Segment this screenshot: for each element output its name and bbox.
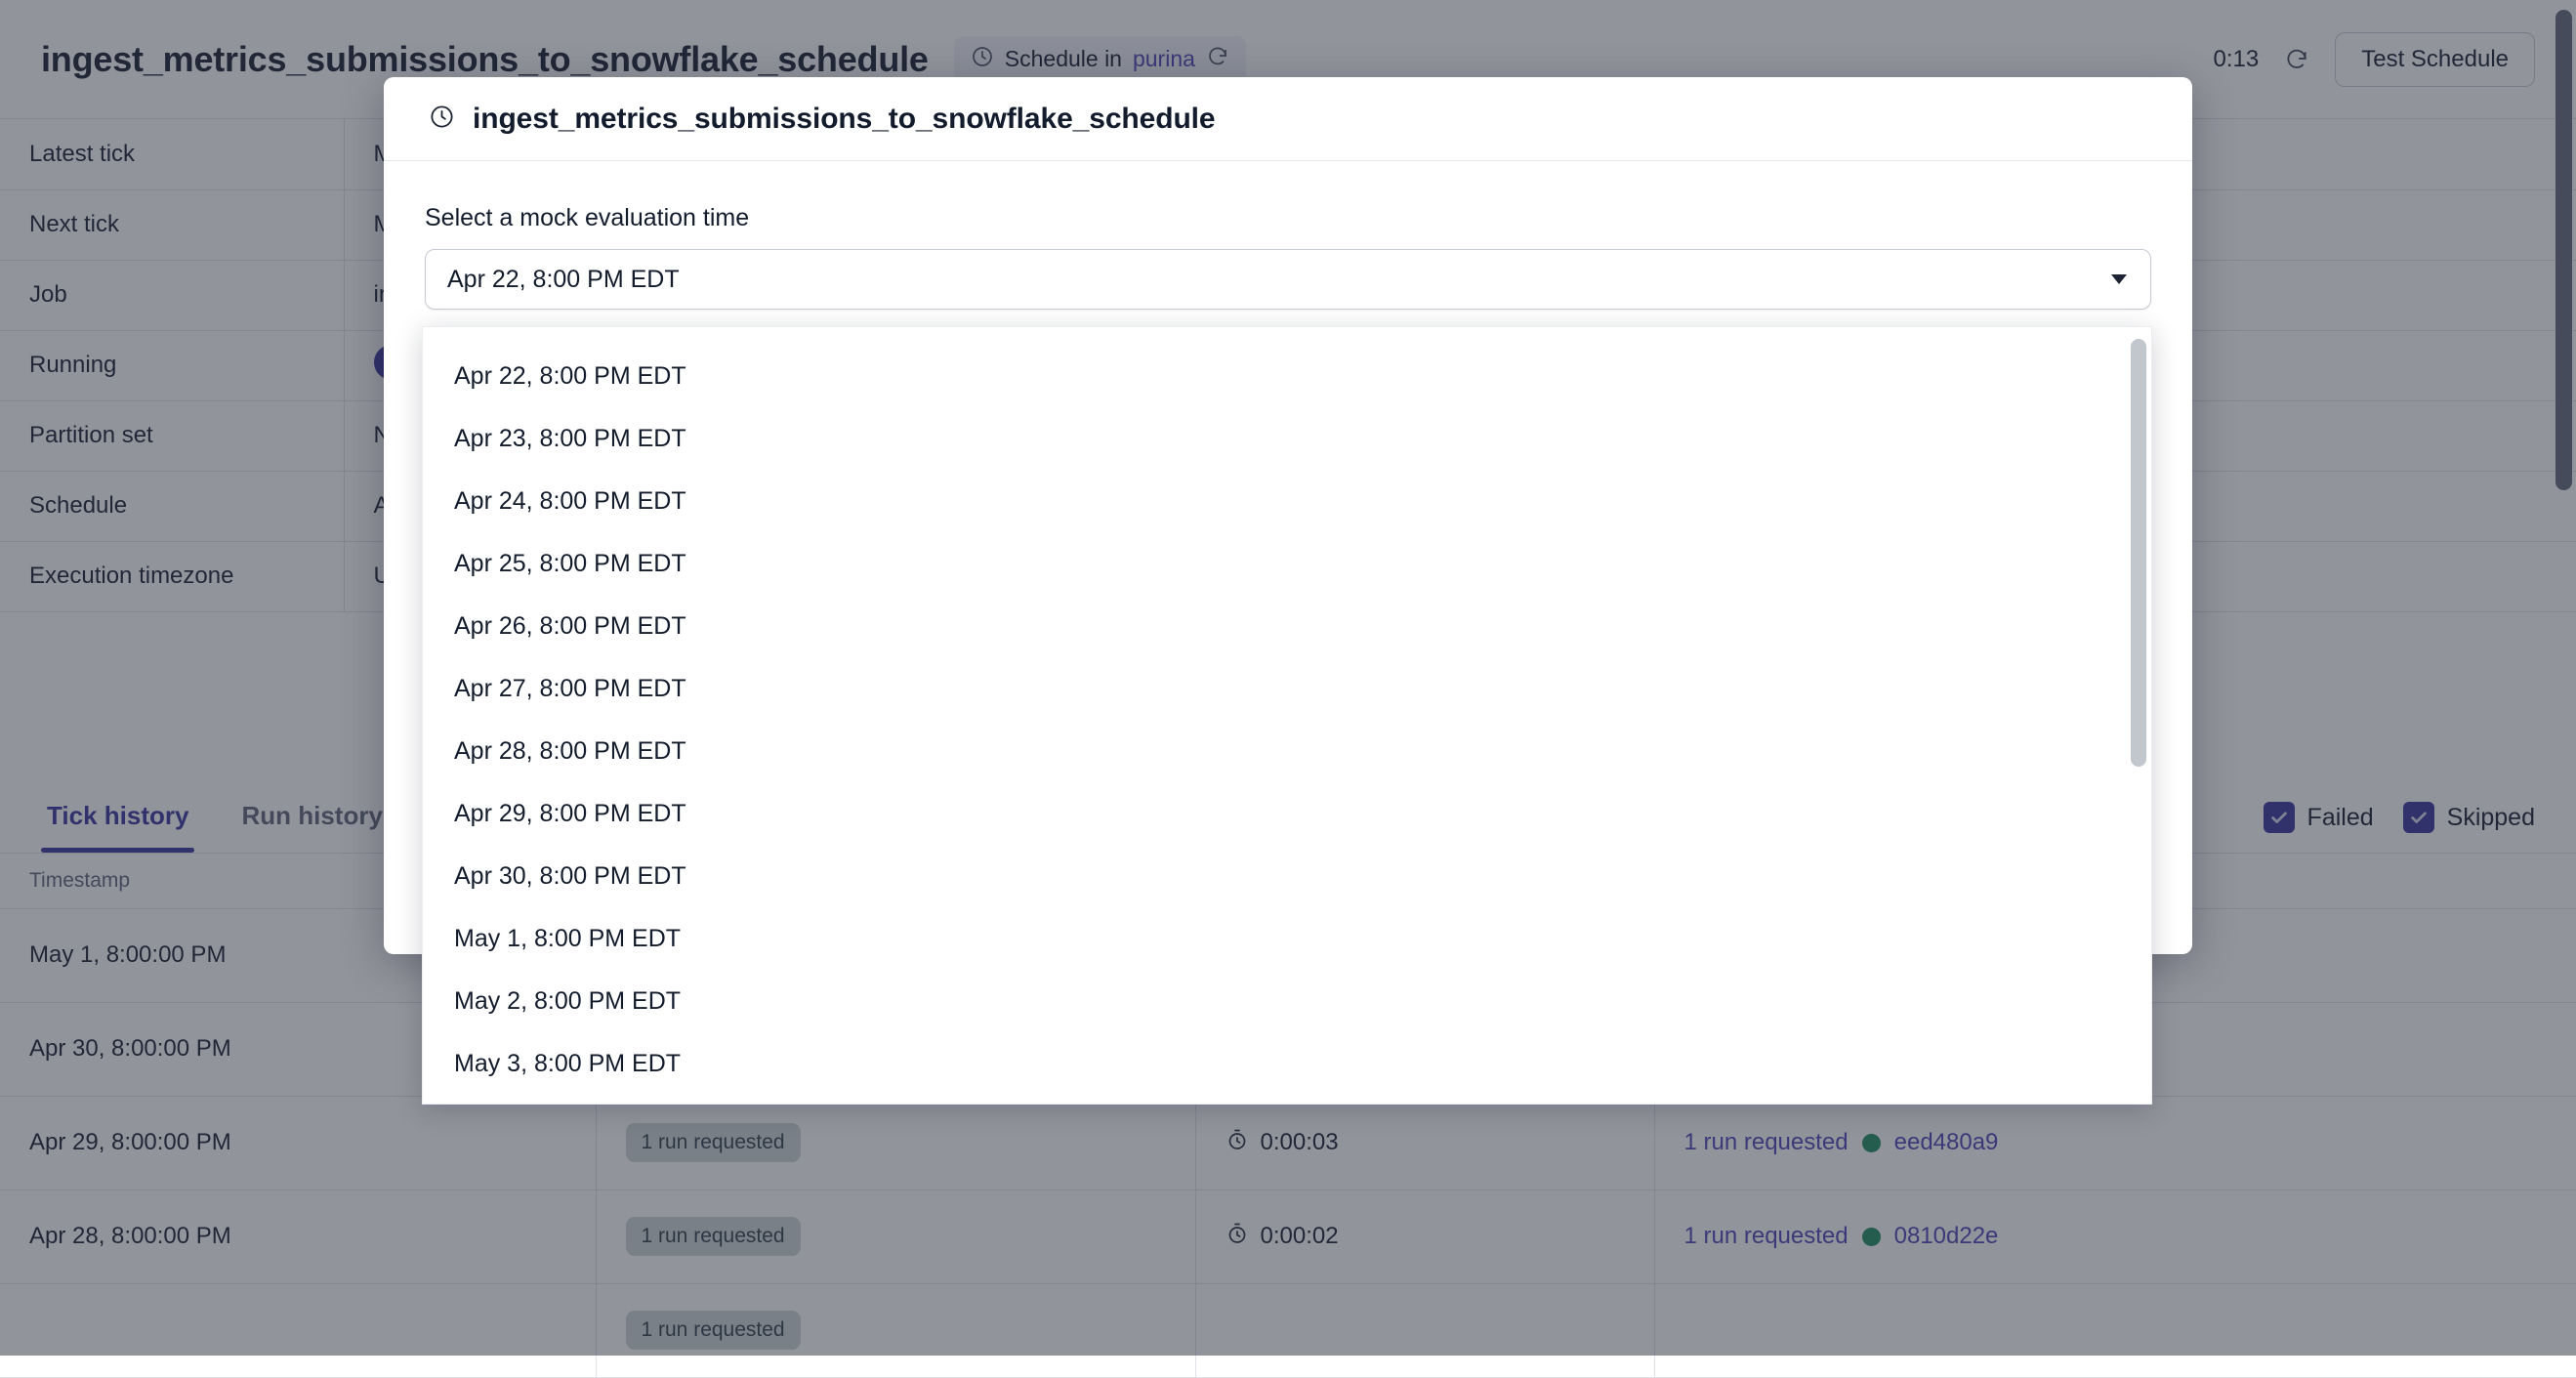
dropdown-option[interactable]: Apr 25, 8:00 PM EDT	[423, 532, 2151, 595]
modal-body: Select a mock evaluation time Apr 22, 8:…	[384, 161, 2192, 310]
dropdown-option[interactable]: Apr 22, 8:00 PM EDT	[423, 345, 2151, 407]
dropdown-option[interactable]: Apr 28, 8:00 PM EDT	[423, 720, 2151, 782]
dropdown-option[interactable]: May 3, 8:00 PM EDT	[423, 1032, 2151, 1095]
dropdown-option[interactable]: Apr 30, 8:00 PM EDT	[423, 845, 2151, 907]
mock-time-select[interactable]: Apr 22, 8:00 PM EDT	[425, 249, 2151, 310]
clock-icon	[429, 104, 455, 135]
dropdown-scrollbar-thumb[interactable]	[2131, 339, 2146, 767]
dropdown-option[interactable]: Apr 27, 8:00 PM EDT	[423, 657, 2151, 720]
mock-time-dropdown-listbox[interactable]: Apr 22, 8:00 PM EDT Apr 23, 8:00 PM EDT …	[422, 326, 2152, 1105]
dropdown-option[interactable]: May 1, 8:00 PM EDT	[423, 907, 2151, 970]
mock-time-selected-value: Apr 22, 8:00 PM EDT	[447, 266, 680, 294]
dropdown-option[interactable]: Apr 29, 8:00 PM EDT	[423, 782, 2151, 845]
modal-title: ingest_metrics_submissions_to_snowflake_…	[473, 103, 1216, 136]
modal-header: ingest_metrics_submissions_to_snowflake_…	[384, 77, 2192, 161]
dropdown-option[interactable]: Apr 26, 8:00 PM EDT	[423, 595, 2151, 657]
mock-time-field-label: Select a mock evaluation time	[425, 204, 2151, 232]
dropdown-option[interactable]: Apr 24, 8:00 PM EDT	[423, 470, 2151, 532]
chevron-down-icon[interactable]	[2111, 274, 2127, 284]
dropdown-option[interactable]: Apr 23, 8:00 PM EDT	[423, 407, 2151, 470]
dropdown-option[interactable]: May 2, 8:00 PM EDT	[423, 970, 2151, 1032]
dropdown-scrollbar[interactable]	[2126, 327, 2151, 1104]
dropdown-options-scroll[interactable]: Apr 22, 8:00 PM EDT Apr 23, 8:00 PM EDT …	[423, 327, 2151, 1104]
